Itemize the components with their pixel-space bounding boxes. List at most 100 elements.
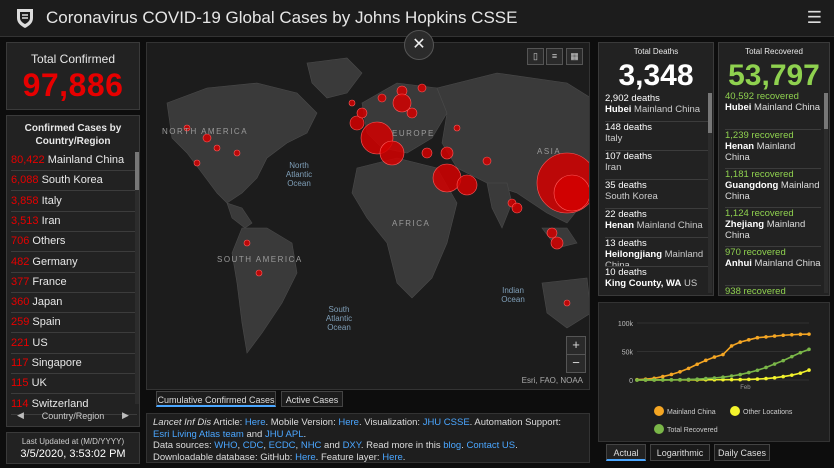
tab-actual[interactable]: Actual: [606, 444, 646, 461]
list-icon[interactable]: ≡: [546, 48, 563, 65]
confirmed-list-item[interactable]: 360 Japan: [11, 293, 137, 314]
hamburger-menu-icon[interactable]: ☰: [806, 8, 822, 27]
confirmed-list-item[interactable]: 3,513 Iran: [11, 212, 137, 232]
recovered-location: Henan Mainland China: [725, 141, 821, 163]
confirmed-list-item[interactable]: 3,858 Italy: [11, 192, 137, 212]
scrollbar-thumb[interactable]: [824, 93, 828, 129]
series-2: [635, 347, 811, 382]
world-map-canvas[interactable]: NORTH AMERICA EUROPE ASIA AFRICA SOUTH A…: [147, 43, 590, 390]
total-deaths-label: Total Deaths: [633, 47, 679, 56]
deaths-location: King County, WA US: [605, 278, 709, 289]
deaths-list-scrollbar[interactable]: [708, 93, 712, 293]
case-marker: [348, 99, 356, 107]
recovered-list-item[interactable]: 1,239 recovered Henan Mainland China: [725, 130, 821, 169]
recovered-list-item[interactable]: 938 recovered: [725, 286, 821, 296]
continent-label: EUROPE: [392, 129, 435, 138]
country-name: Germany: [32, 255, 78, 268]
deaths-count: 2,902 deaths: [605, 93, 660, 104]
deaths-list-item[interactable]: 148 deaths Italy: [605, 122, 709, 151]
deaths-list-item[interactable]: 35 deaths South Korea: [605, 180, 709, 209]
blog-link[interactable]: blog: [443, 440, 462, 451]
recovered-list-item[interactable]: 1,124 recovered Zhejiang Mainland China: [725, 208, 821, 247]
tab-cumulative-confirmed-cases[interactable]: Cumulative Confirmed Cases: [156, 391, 276, 407]
confirmed-list-item[interactable]: 706 Others: [11, 232, 137, 253]
zoom-out-button[interactable]: −: [566, 354, 586, 373]
country-name: Mainland China: [47, 154, 125, 166]
scrollbar-thumb[interactable]: [135, 152, 139, 190]
confirmed-list-item[interactable]: 221 US: [11, 334, 137, 354]
legend-label: Other Locations: [743, 409, 793, 416]
confirmed-count: 221: [11, 336, 30, 349]
total-recovered-panel: Total Recovered 53,797 40,592 recovered H…: [718, 42, 830, 296]
case-marker: [356, 107, 368, 119]
confirmed-list-item[interactable]: 6,088 South Korea: [11, 171, 137, 192]
jhu-apl-link[interactable]: JHU APL: [264, 428, 304, 440]
deaths-count: 107 deaths: [605, 151, 653, 162]
nhc-link[interactable]: NHC: [300, 440, 322, 451]
confirmed-list-item[interactable]: 482 Germany: [11, 253, 137, 273]
y-tick-label: 50k: [622, 350, 634, 357]
cdc-link[interactable]: CDC: [242, 440, 264, 451]
qr-code-icon[interactable]: ▦: [566, 48, 583, 65]
feature-layer-link[interactable]: Here: [382, 451, 403, 463]
case-marker: [563, 299, 571, 307]
recovered-list-scrollbar[interactable]: [824, 93, 828, 293]
location-region: Mainland China: [725, 219, 806, 241]
case-marker: [553, 174, 589, 212]
tab-active-cases[interactable]: Active Cases: [281, 391, 343, 407]
who-link[interactable]: WHO: [214, 440, 238, 451]
total-deaths-panel: Total Deaths 3,348 2,902 deaths Hubei Mai…: [598, 42, 714, 296]
confirmed-list-item[interactable]: 117 Singapore: [11, 354, 137, 374]
deaths-list-item[interactable]: 13 deaths Heilongjiang Mainland China: [605, 238, 709, 267]
recovered-list-item[interactable]: 970 recovered Anhui Mainland China: [725, 247, 821, 286]
ecdc-link[interactable]: ECDC: [268, 440, 296, 451]
dxy-link[interactable]: DXY: [342, 440, 361, 451]
confirmed-list-item[interactable]: 259 Spain: [11, 313, 137, 334]
location-region: Mainland China: [725, 180, 820, 202]
recovered-list: 40,592 recovered Hubei Mainland China 1,23…: [719, 91, 829, 296]
confirmed-list-item[interactable]: 80,422 Mainland China: [11, 151, 137, 171]
deaths-list-item[interactable]: 22 deaths Henan Mainland China: [605, 209, 709, 238]
deaths-list-item[interactable]: 107 deaths Iran: [605, 151, 709, 180]
confirmed-list-item[interactable]: 377 France: [11, 273, 137, 293]
pager-next-icon[interactable]: ▶: [122, 410, 129, 420]
case-marker: [202, 133, 212, 143]
confirmed-list-scrollbar[interactable]: [135, 152, 139, 404]
deaths-list-item[interactable]: 2,902 deaths Hubei Mainland China: [605, 93, 709, 122]
deaths-list-item[interactable]: 10 deaths King County, WA US: [605, 267, 709, 295]
zoom-in-button[interactable]: +: [566, 336, 586, 355]
country-name: Others: [32, 235, 66, 248]
case-marker: [550, 236, 564, 250]
recovered-list-item[interactable]: 40,592 recovered Hubei Mainland China: [725, 91, 821, 130]
total-recovered-label: Total Recovered: [745, 47, 803, 56]
case-marker: [456, 174, 478, 196]
confirmed-list-item[interactable]: 115 UK: [11, 374, 137, 395]
country-name: Japan: [32, 296, 63, 309]
contact-us-link[interactable]: Contact US: [466, 440, 516, 451]
mobile-version-link[interactable]: Here: [338, 417, 359, 428]
legend-swatch: [654, 406, 664, 416]
bookmark-icon[interactable]: ▯: [527, 48, 544, 65]
recovered-list-item[interactable]: 1,181 recovered Guangdong Mainland China: [725, 169, 821, 208]
total-recovered-value: 53,797: [728, 59, 820, 92]
tab-daily-cases[interactable]: Daily Cases: [714, 444, 770, 461]
confirmed-count: 360: [11, 296, 30, 309]
recovered-count: 1,124 recovered: [725, 208, 794, 219]
case-marker: [406, 107, 418, 119]
tab-logarithmic[interactable]: Logarithmic: [650, 444, 710, 461]
central-america-landmass: [226, 202, 253, 229]
esri-living-atlas-link[interactable]: Esri Living Atlas team: [153, 428, 244, 440]
pager-prev-icon[interactable]: ◀: [17, 410, 24, 420]
recovered-count: 938 recovered: [725, 286, 786, 296]
case-marker: [453, 124, 461, 132]
last-updated-label: Last Updated at (M/D/YYYY): [21, 437, 125, 446]
total-deaths-value: 3,348: [618, 59, 694, 92]
scrollbar-thumb[interactable]: [708, 93, 712, 133]
close-icon[interactable]: ✕: [404, 30, 434, 60]
world-map[interactable]: NORTH AMERICA EUROPE ASIA AFRICA SOUTH A…: [146, 42, 590, 390]
confirmed-list-item[interactable]: 114 Switzerland: [11, 395, 137, 415]
case-marker: [377, 93, 387, 103]
jhu-csse-link[interactable]: JHU CSSE: [422, 417, 470, 428]
article-link[interactable]: Here: [244, 417, 266, 428]
github-link[interactable]: Here: [295, 451, 316, 463]
